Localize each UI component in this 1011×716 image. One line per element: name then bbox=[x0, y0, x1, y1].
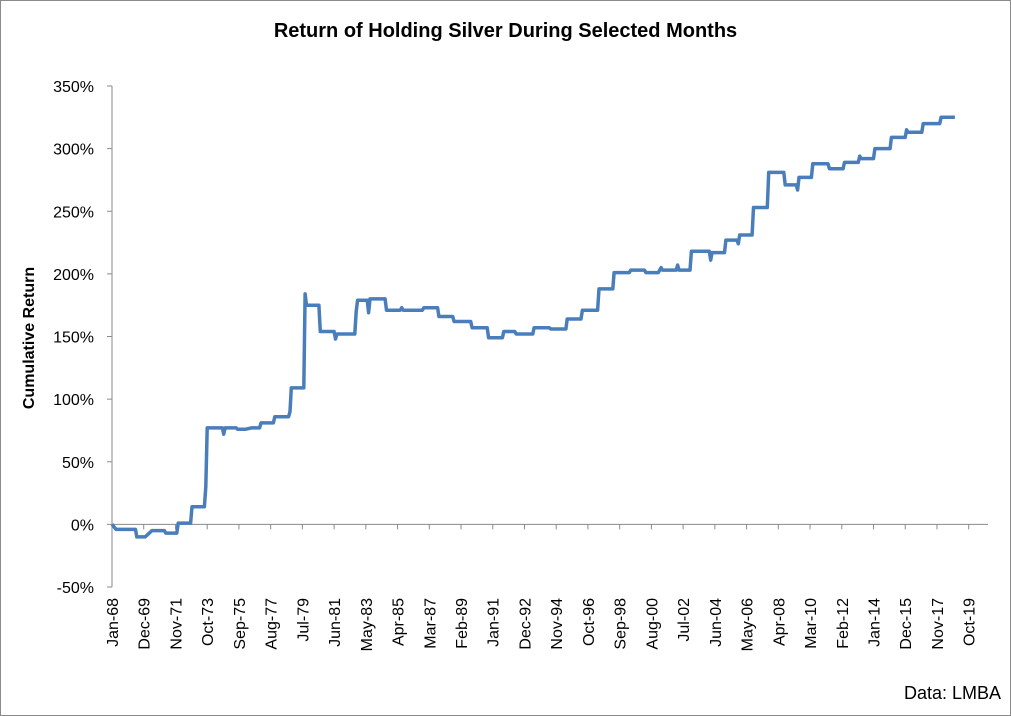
y-tick-label: 50% bbox=[62, 455, 94, 472]
x-tick-label: Oct-96 bbox=[581, 598, 598, 646]
x-tick-label: Mar-87 bbox=[422, 598, 439, 649]
x-tick-label: Feb-89 bbox=[454, 598, 471, 649]
x-tick-label: Jun-04 bbox=[708, 598, 725, 647]
y-tick-label: 150% bbox=[53, 330, 94, 347]
cumulative-return-line bbox=[110, 115, 955, 539]
x-tick-label: Dec-15 bbox=[898, 598, 915, 650]
x-tick-label: Dec-92 bbox=[517, 598, 534, 650]
x-tick-label: Jan-91 bbox=[486, 598, 503, 647]
x-tick-label: Nov-71 bbox=[168, 598, 185, 650]
source-note: Data: LMBA bbox=[903, 683, 1001, 703]
y-tick-label: 350% bbox=[53, 79, 94, 96]
series-group bbox=[110, 115, 955, 539]
x-tick-label: May-83 bbox=[359, 598, 376, 651]
x-tick-label: Jun-81 bbox=[327, 598, 344, 647]
x-tick-label: Jan-14 bbox=[866, 598, 883, 647]
y-tick-label: 300% bbox=[53, 142, 94, 159]
x-tick-label: Mar-10 bbox=[803, 598, 820, 649]
x-ticks: Jan-68 Dec-69 Nov-71 Oct-73 Sep-75 Aug-77 Jul-… bbox=[105, 524, 979, 651]
x-tick-label: Apr-08 bbox=[771, 598, 788, 646]
x-tick-label: Aug-77 bbox=[264, 598, 281, 650]
y-tick-label: -50% bbox=[57, 580, 94, 597]
x-tick-label: Oct-73 bbox=[200, 598, 217, 646]
x-tick-label: Oct-19 bbox=[962, 598, 979, 646]
x-tick-label: Jul-79 bbox=[295, 598, 312, 642]
y-tick-label: 250% bbox=[53, 204, 94, 221]
y-tick-label: 200% bbox=[53, 267, 94, 284]
x-tick-label: Nov-17 bbox=[930, 598, 947, 650]
x-tick-label: Aug-00 bbox=[644, 598, 661, 650]
x-tick-label: Jan-68 bbox=[105, 598, 122, 647]
x-tick-label: Nov-94 bbox=[549, 598, 566, 650]
y-tick-label: 0% bbox=[71, 517, 94, 534]
x-tick-label: Apr-85 bbox=[391, 598, 408, 646]
chart-title: Return of Holding Silver During Selected… bbox=[273, 20, 738, 42]
x-tick-label: Sep-75 bbox=[232, 598, 249, 650]
x-tick-label: Sep-98 bbox=[613, 598, 630, 650]
x-tick-label: Dec-69 bbox=[137, 598, 154, 650]
x-tick-label: Feb-12 bbox=[835, 598, 852, 649]
x-tick-label: Jul-02 bbox=[676, 598, 693, 642]
y-tick-label: 100% bbox=[53, 392, 94, 409]
y-ticks: -50% 0% 50% 100% 150% 200% 250% 300% 350% bbox=[53, 79, 112, 597]
x-tick-label: May-06 bbox=[740, 598, 757, 651]
